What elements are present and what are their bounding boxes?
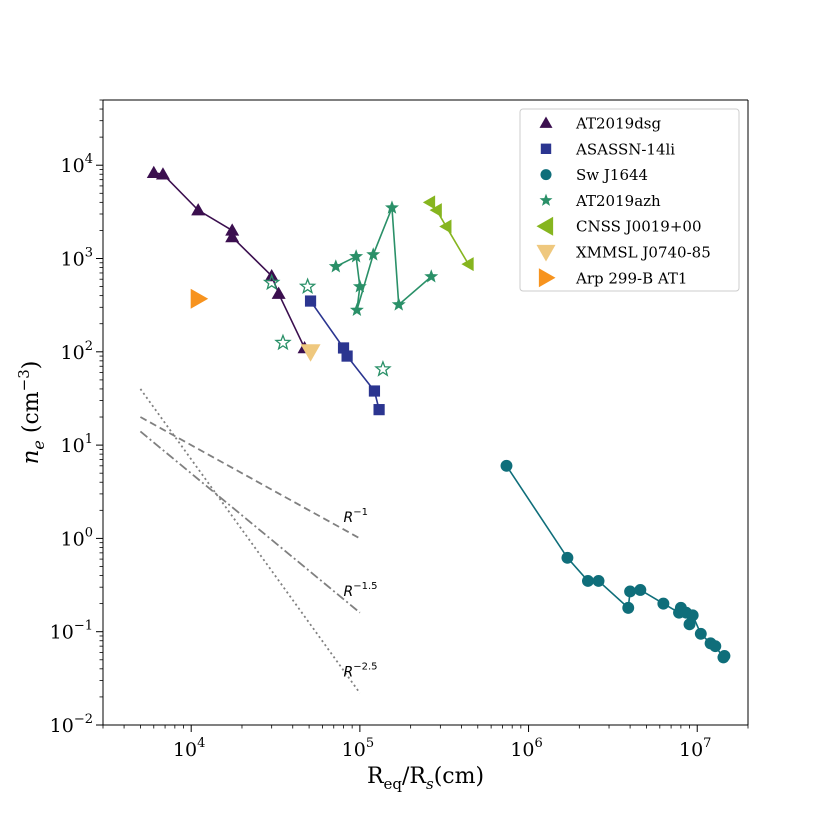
data-point [368, 385, 381, 397]
data-point [146, 165, 161, 179]
legend-label: Arp 299-B AT1 [575, 269, 687, 287]
data-point [262, 273, 281, 291]
y-axis-title: ne (cm−3) [15, 361, 48, 465]
y-tick-label: 103 [61, 246, 93, 271]
data-point [709, 640, 722, 653]
reference-line-dotted [139, 388, 361, 694]
data-point [300, 344, 321, 362]
minor-ticks [99, 99, 749, 729]
legend-box [519, 108, 740, 292]
data-point [561, 551, 574, 564]
data-point [225, 223, 240, 236]
y-tick-label: 10−2 [50, 712, 93, 737]
y-tick-label: 104 [61, 152, 93, 177]
data-point [155, 167, 170, 180]
data-point [634, 584, 647, 596]
legend-marker [538, 268, 556, 288]
reference-line-label: R−1 [344, 507, 368, 526]
data-point [461, 257, 474, 272]
reference-line-group: R−1.5 [139, 430, 378, 614]
series-sw-j1644 [500, 459, 731, 664]
reference-line-dashed [139, 416, 361, 540]
legend-marker [536, 244, 556, 262]
series-arp-299-b-at1 [190, 288, 209, 309]
data-point [304, 295, 317, 307]
data-point [298, 277, 317, 295]
legend-label: ASASSN-14li [575, 140, 675, 158]
series-at2019dsg [146, 165, 312, 354]
data-point [429, 203, 442, 218]
legend: AT2019dsg ASASSN-14li Sw J1644 AT2019azh CNS… [519, 108, 740, 292]
series-line [153, 171, 306, 349]
data-point [624, 585, 637, 598]
data-point [424, 269, 439, 283]
data-point [349, 249, 364, 263]
y-tick-label: 100 [61, 525, 93, 550]
data-point [422, 195, 436, 210]
data-point [366, 247, 381, 261]
legend-marker [539, 193, 553, 206]
x-tick-label: 105 [342, 736, 374, 761]
data-point [225, 230, 240, 243]
data-point [622, 601, 635, 614]
legend-marker [540, 169, 552, 181]
data-point [337, 342, 350, 354]
legend-label: AT2019dsg [575, 115, 661, 133]
axes-frame [102, 99, 749, 726]
series-at2019azh-open [262, 273, 392, 377]
legend-marker [539, 116, 553, 128]
data-point [686, 609, 699, 622]
series-xmmsl-j0740-85 [300, 344, 321, 362]
reference-line-label: R−2.5 [344, 662, 378, 681]
data-point [500, 459, 513, 472]
series-line [335, 207, 432, 311]
data-point [694, 627, 707, 640]
x-tick-label: 107 [679, 736, 711, 761]
data-point [391, 297, 406, 311]
reference-line-dashdot [139, 430, 361, 614]
data-point [328, 259, 343, 273]
reference-line-group: R−1 [139, 416, 368, 540]
reference-line-group: R−2.5 [139, 388, 378, 694]
reference-line-label: R−1.5 [344, 581, 378, 600]
legend-marker [536, 216, 554, 236]
data-point [190, 288, 209, 309]
series-cnss-j0019-00 [422, 195, 474, 272]
series-asassn-14li [304, 295, 385, 416]
y-tick-label: 102 [61, 339, 93, 364]
data-point [274, 333, 292, 351]
data-point [439, 219, 452, 234]
legend-label: Sw J1644 [576, 166, 648, 184]
y-tick-label: 10−1 [50, 619, 93, 644]
data-point [349, 302, 364, 317]
legend-label: AT2019azh [575, 192, 661, 210]
x-tick-label: 104 [173, 736, 205, 761]
series-at2019azh [328, 200, 439, 317]
legend-marker [540, 143, 552, 154]
legend-label: XMMSL J0740-85 [576, 244, 711, 262]
x-axis-title: Req/Rs(cm) [367, 764, 484, 793]
data-point [191, 203, 206, 216]
y-tick-label: 101 [61, 432, 93, 457]
data-point [582, 574, 594, 587]
data-point [384, 200, 399, 214]
data-point [657, 597, 670, 610]
data-point [373, 404, 385, 416]
data-point [592, 574, 605, 587]
data-point [683, 618, 696, 631]
data-point [352, 279, 367, 293]
data-point [718, 649, 731, 662]
legend-label: CNSS J0019+00 [576, 218, 702, 236]
data-point [341, 350, 353, 362]
data-point [271, 286, 286, 299]
x-tick-label: 106 [510, 736, 542, 761]
data-point [374, 360, 392, 377]
